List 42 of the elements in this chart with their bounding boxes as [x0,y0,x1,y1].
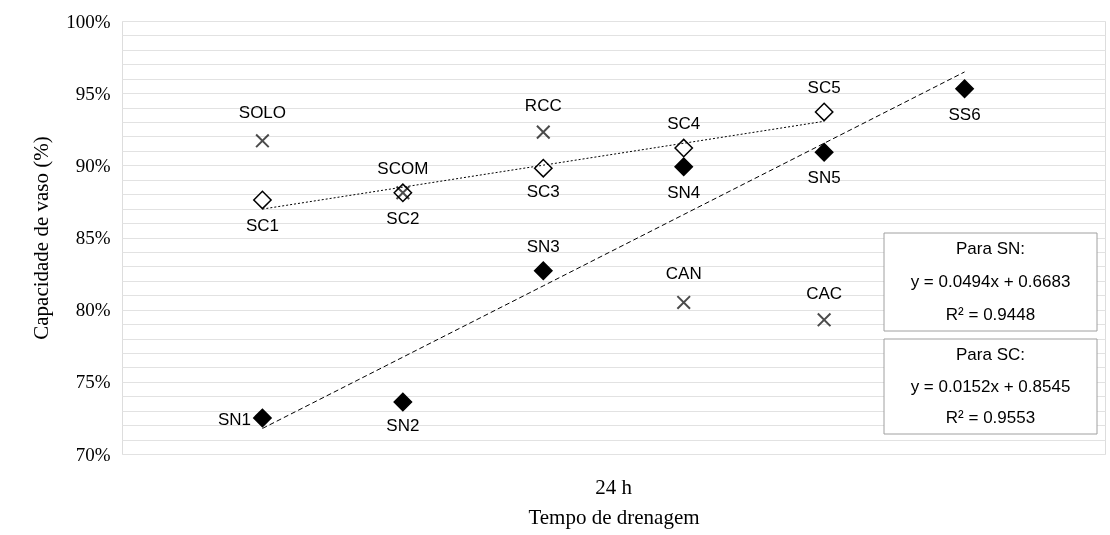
point [955,79,974,99]
data-label: SCOM [377,158,429,178]
annotation: Para SC: y = 0.0152x + 0.8545 R² = 0.9553 [910,344,1071,428]
data-label: CAN [665,264,702,284]
data-label: CAC [806,283,843,303]
data-label: SN5 [807,168,841,188]
y-tick-label: 90% [75,154,111,176]
data-label: SC5 [807,77,841,97]
data-label: SN4 [667,182,701,202]
y-axis-title: Capacidade de vaso (%) [29,136,54,340]
point [253,408,272,428]
annotation: Para SN: y = 0.0494x + 0.6683 R² = 0.9448 [910,239,1071,324]
y-tick-label: 80% [75,299,111,321]
y-tick-label: 70% [75,443,111,465]
point [535,124,551,140]
data-label: RCC [524,96,562,116]
point [253,190,272,210]
data-label: SC3 [526,182,560,202]
data-label: SC1 [245,215,279,235]
point [533,158,553,178]
point [814,142,834,162]
y-tick-label: 95% [75,82,111,104]
data-label: SN2 [386,416,420,436]
point [816,312,832,328]
y-tick-label: 75% [75,371,111,393]
point [255,133,270,149]
point [533,261,553,281]
point [814,102,834,122]
data-label: SN3 [526,236,560,256]
data-label: SC4 [667,114,701,134]
x-axis-title: Tempo de drenagem [528,504,700,529]
y-tick-label: 85% [75,227,111,248]
data-label: SN1 [217,409,251,429]
point [393,392,413,412]
point [674,157,694,177]
data-label: SC2 [386,208,420,228]
text: 24 h [595,475,633,499]
data-label: SS6 [948,104,981,124]
point [674,138,694,158]
data-label: SOLO [238,102,287,122]
point [676,295,692,310]
y-tick-label: 100% [66,10,111,32]
